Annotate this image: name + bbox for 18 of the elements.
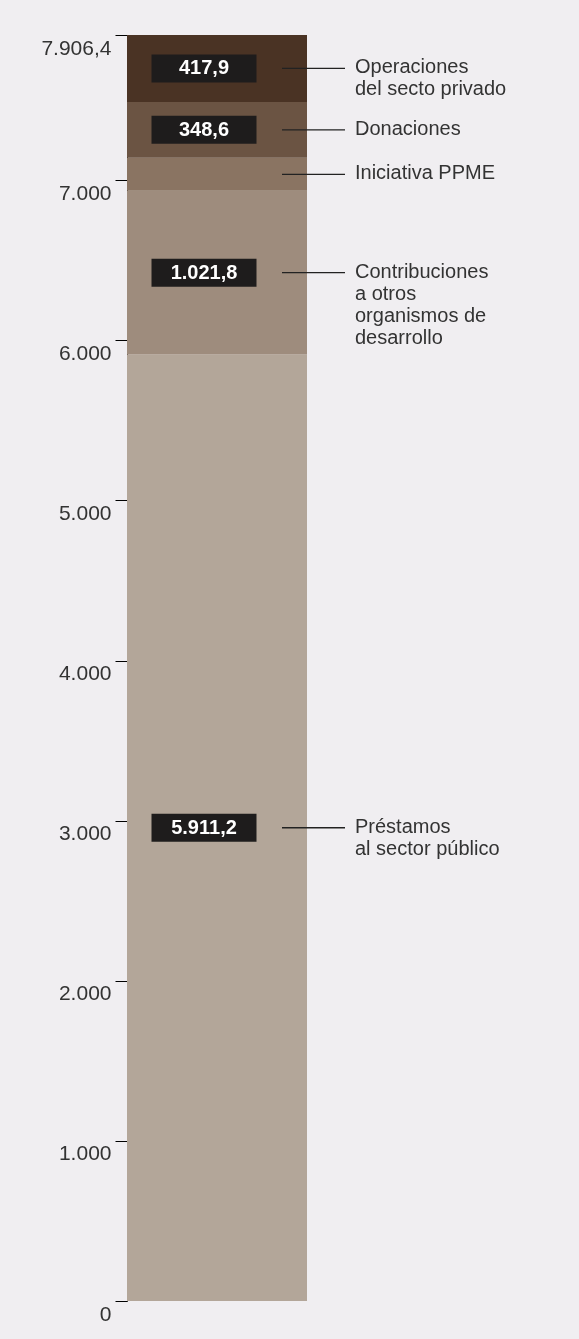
text: Operaciones del secto privado bbox=[355, 55, 507, 100]
data-label: 5.911,2 bbox=[171, 815, 237, 838]
text: Iniciativa PPME bbox=[355, 161, 496, 184]
data-label: 417,9 bbox=[178, 56, 230, 79]
y-tick-label: 3.000 bbox=[58, 821, 112, 845]
text: Donaciones bbox=[355, 116, 461, 139]
y-tick-label: 4.000 bbox=[58, 661, 112, 685]
text: Préstamos al sector público bbox=[355, 814, 500, 859]
y-tick-label: 5.000 bbox=[58, 500, 112, 524]
y-tick-label: 1.000 bbox=[58, 1141, 112, 1165]
y-tick-label: 0 bbox=[99, 1301, 112, 1325]
y-tick-label: 7.000 bbox=[58, 180, 112, 204]
data-label: 348,6 bbox=[178, 117, 230, 140]
y-tick-label: 6.000 bbox=[58, 340, 112, 364]
text: Contribuciones a otros organismos de desarrollo bbox=[355, 259, 489, 348]
y-tick-label: 7.906,4 bbox=[41, 35, 112, 59]
y-tick-label: 2.000 bbox=[58, 981, 112, 1005]
data-label: 1.021,8 bbox=[170, 260, 238, 283]
